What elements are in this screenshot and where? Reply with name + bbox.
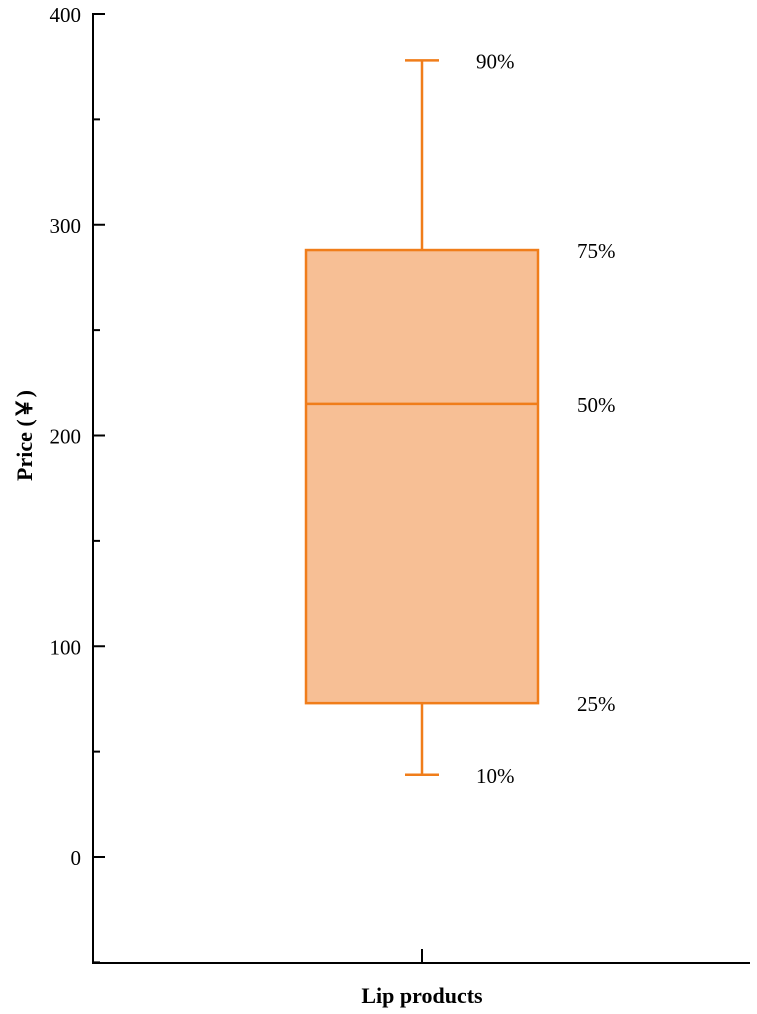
y-axis-title: Price (￥) (12, 390, 37, 481)
interquartile-box (304, 248, 540, 705)
axes: 0 100 200 300 400 (50, 3, 750, 964)
label-p25: 25% (577, 692, 616, 716)
x-axis-title: Lip products (361, 983, 483, 1008)
percentile-labels: 90% 75% 50% 25% 10% (476, 49, 616, 787)
label-p50: 50% (577, 393, 616, 417)
y-axis-ticks: 0 100 200 300 400 (50, 3, 105, 964)
y-tick-label: 400 (50, 3, 82, 27)
y-tick-label: 0 (71, 846, 82, 870)
label-p75: 75% (577, 239, 616, 263)
y-tick-label: 200 (50, 425, 82, 449)
y-tick-label: 300 (50, 214, 82, 238)
box-group (304, 59, 540, 777)
label-p90: 90% (476, 49, 515, 73)
y-tick-label: 100 (50, 635, 82, 659)
label-p10: 10% (476, 764, 515, 788)
